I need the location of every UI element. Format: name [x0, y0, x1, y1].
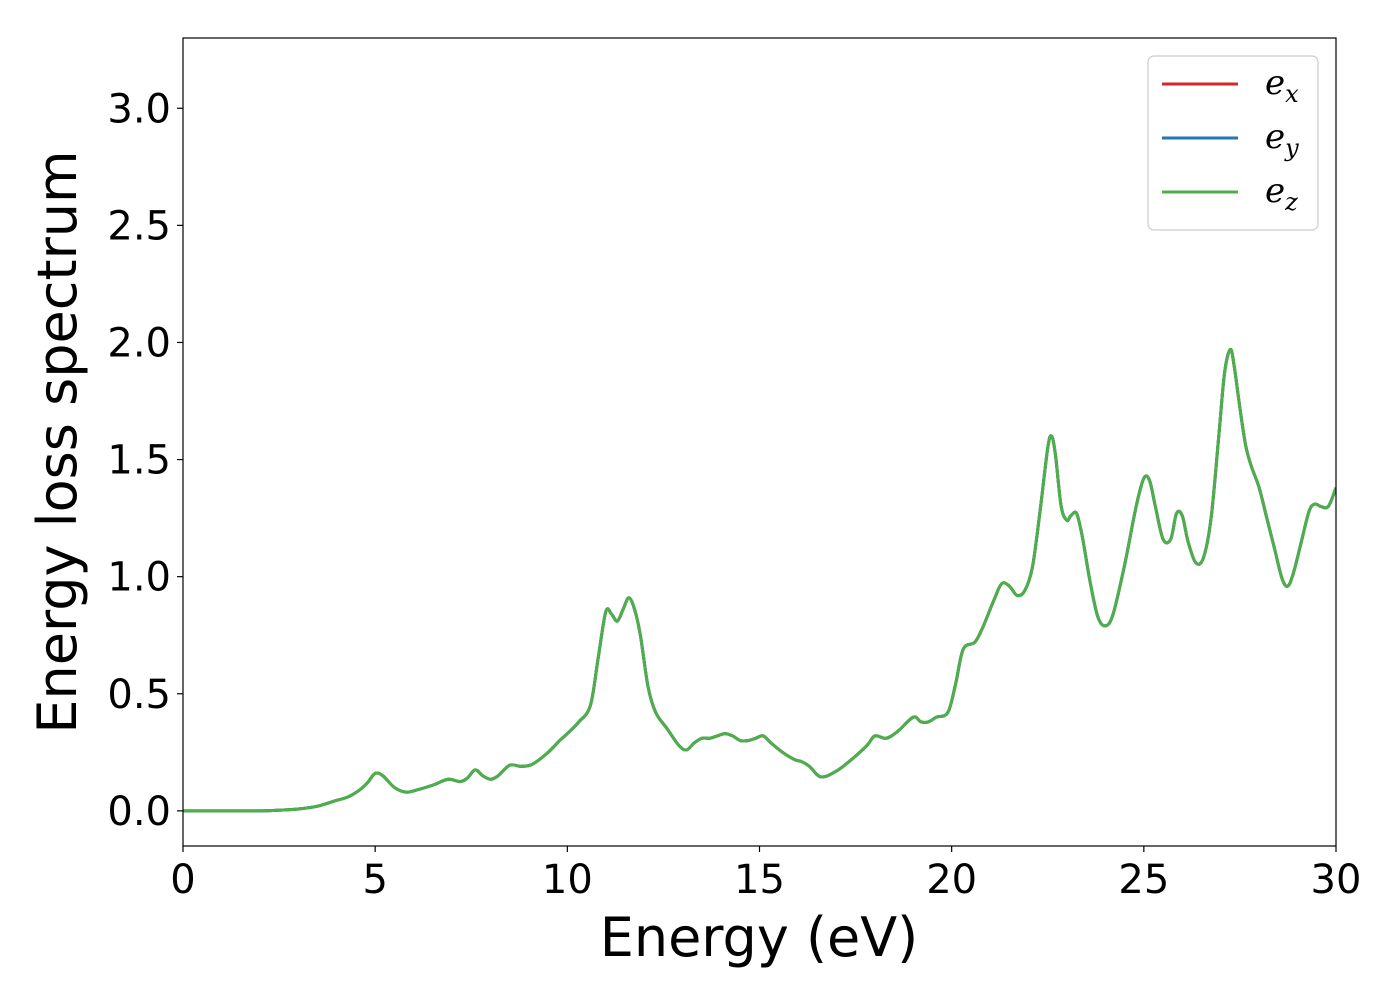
x-axis-label: Energy (eV)	[600, 906, 919, 969]
y-tick-label: 1.5	[107, 438, 171, 484]
y-tick-label: 3.0	[107, 86, 171, 132]
x-tick-label: 0	[170, 857, 195, 903]
y-tick-label: 1.0	[107, 555, 171, 601]
y-tick-label: 0.0	[107, 789, 171, 835]
y-tick-label: 2.5	[107, 203, 171, 249]
x-tick-label: 10	[542, 857, 593, 903]
series-line-e-y	[183, 347, 1336, 813]
y-tick-label: 2.0	[107, 320, 171, 366]
series-layer	[183, 347, 1336, 813]
x-tick-label: 25	[1118, 857, 1169, 903]
x-tick-label: 20	[926, 857, 977, 903]
x-axis-ticks: 0 5 10 15 20 25 30	[170, 846, 1361, 903]
legend-box	[1147, 55, 1319, 231]
y-axis-ticks: 0.0 0.5 1.0 1.5 2.0 2.5 3.0	[107, 86, 183, 835]
legend-label-e-y: ey	[1265, 117, 1299, 162]
legend-label-e-z: ez	[1265, 171, 1298, 216]
y-tick-label: 0.5	[107, 672, 171, 718]
series-line-e-x	[183, 347, 1336, 813]
x-tick-label: 30	[1311, 857, 1362, 903]
series-line-e-z	[183, 347, 1336, 813]
legend-label-e-x: ex	[1265, 63, 1299, 108]
y-axis-label: Energy loss spectrum	[26, 150, 89, 733]
x-tick-label: 15	[734, 857, 785, 903]
legend: ex ey ez	[1147, 55, 1319, 231]
x-tick-label: 5	[362, 857, 387, 903]
